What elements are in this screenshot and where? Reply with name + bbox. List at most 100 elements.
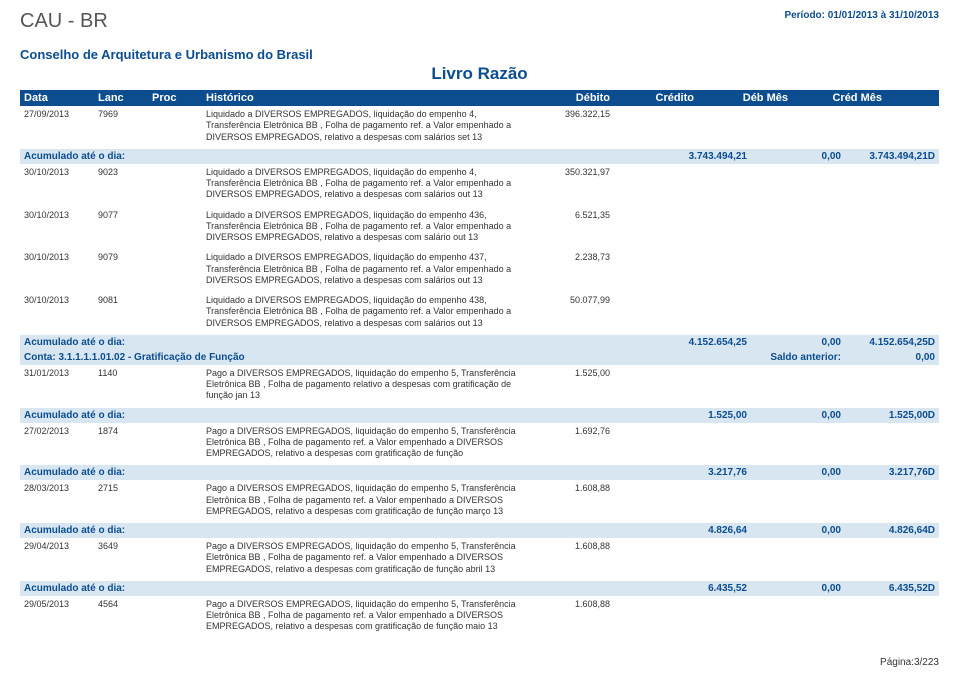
ledger-entry: 27/02/2013 1874 Pago a DIVERSOS EMPREGADOS… xyxy=(20,423,939,466)
ledger-entry: 29/04/2013 3649 Pago a DIVERSOS EMPREGADOS… xyxy=(20,538,939,581)
rows-container: 27/09/2013 7969 Liquidado a DIVERSOS EMPRE… xyxy=(20,106,939,639)
col-lanc: Lanc xyxy=(98,92,148,104)
ledger-entry: 30/10/2013 9079 Liquidado a DIVERSOS EMPRE… xyxy=(20,249,939,292)
accum-deb-mes: 6.435,52 xyxy=(657,583,747,594)
col-saldo: Saldo xyxy=(886,92,959,104)
ledger-entry: 30/10/2013 9023 Liquidado a DIVERSOS EMPRE… xyxy=(20,164,939,207)
cell-data: 29/05/2013 xyxy=(24,599,94,609)
col-historico: Histórico xyxy=(206,92,526,104)
cell-historico: Pago a DIVERSOS EMPREGADOS, liquidação d… xyxy=(206,541,526,575)
accum-label: Acumulado até o dia: xyxy=(24,467,584,478)
col-data: Data xyxy=(24,92,94,104)
accum-deb-mes: 4.826,64 xyxy=(657,525,747,536)
accum-cred-mes: 0,00 xyxy=(751,410,841,421)
accumulated-row: Acumulado até o dia: 6.435,52 0,00 6.435,52… xyxy=(20,581,939,596)
column-header: Data Lanc Proc Histórico Débito Crédito … xyxy=(20,90,939,106)
accum-saldo: 6.435,52D xyxy=(845,583,935,594)
saldo-anterior-label: Saldo anterior: xyxy=(588,352,841,363)
cell-historico: Pago a DIVERSOS EMPREGADOS, liquidação d… xyxy=(206,368,526,402)
cell-historico: Pago a DIVERSOS EMPREGADOS, liquidação d… xyxy=(206,426,526,460)
col-cred-mes: Créd Mês xyxy=(792,92,882,104)
cell-data: 31/01/2013 xyxy=(24,368,94,378)
ledger-entry: 29/05/2013 4564 Pago a DIVERSOS EMPREGADOS… xyxy=(20,596,939,639)
cell-data: 28/03/2013 xyxy=(24,483,94,493)
cell-lanc: 1874 xyxy=(98,426,148,436)
accumulated-row: Acumulado até o dia: 3.217,76 0,00 3.217,76… xyxy=(20,465,939,480)
page-footer: Página:3/223 xyxy=(20,657,939,668)
cell-lanc: 9023 xyxy=(98,167,148,177)
accum-deb-mes: 1.525,00 xyxy=(657,410,747,421)
cell-historico: Pago a DIVERSOS EMPREGADOS, liquidação d… xyxy=(206,483,526,517)
ledger-entry: 30/10/2013 9077 Liquidado a DIVERSOS EMPRE… xyxy=(20,207,939,250)
accum-cred-mes: 0,00 xyxy=(751,151,841,162)
col-proc: Proc xyxy=(152,92,202,104)
accum-deb-mes: 3.743.494,21 xyxy=(657,151,747,162)
cell-debito: 1.692,76 xyxy=(530,426,610,436)
accum-saldo: 4.152.654,25D xyxy=(845,337,935,348)
report-title: Livro Razão xyxy=(20,64,939,84)
cell-data: 27/02/2013 xyxy=(24,426,94,436)
col-credito: Crédito xyxy=(614,92,694,104)
cell-data: 30/10/2013 xyxy=(24,295,94,305)
accumulated-row: Acumulado até o dia: 4.152.654,25 0,00 4.15… xyxy=(20,335,939,350)
accum-saldo: 3.743.494,21D xyxy=(845,151,935,162)
cell-historico: Liquidado a DIVERSOS EMPREGADOS, liquida… xyxy=(206,252,526,286)
accum-label: Acumulado até o dia: xyxy=(24,337,584,348)
accum-saldo: 3.217,76D xyxy=(845,467,935,478)
cell-debito: 1.608,88 xyxy=(530,483,610,493)
cell-historico: Liquidado a DIVERSOS EMPREGADOS, liquida… xyxy=(206,109,526,143)
ledger-entry: 27/09/2013 7969 Liquidado a DIVERSOS EMPRE… xyxy=(20,106,939,149)
accum-label: Acumulado até o dia: xyxy=(24,583,584,594)
accum-label: Acumulado até o dia: xyxy=(24,151,584,162)
cell-lanc: 9077 xyxy=(98,210,148,220)
period-label: Período: 01/01/2013 à 31/10/2013 xyxy=(784,10,939,21)
ledger-entry: 28/03/2013 2715 Pago a DIVERSOS EMPREGADOS… xyxy=(20,480,939,523)
cell-historico: Liquidado a DIVERSOS EMPREGADOS, liquida… xyxy=(206,167,526,201)
accum-cred-mes: 0,00 xyxy=(751,583,841,594)
conta-label: Conta: 3.1.1.1.1.01.02 - Gratificação de… xyxy=(24,352,584,363)
ledger-entry: 30/10/2013 9081 Liquidado a DIVERSOS EMPRE… xyxy=(20,292,939,335)
cell-data: 30/10/2013 xyxy=(24,252,94,262)
accum-cred-mes: 0,00 xyxy=(751,525,841,536)
accum-saldo: 1.525,00D xyxy=(845,410,935,421)
cell-data: 30/10/2013 xyxy=(24,210,94,220)
cell-lanc: 2715 xyxy=(98,483,148,493)
cell-debito: 2.238,73 xyxy=(530,252,610,262)
org-code: CAU - BR xyxy=(20,10,108,33)
accum-cred-mes: 0,00 xyxy=(751,467,841,478)
accum-saldo: 4.826,64D xyxy=(845,525,935,536)
accum-deb-mes: 3.217,76 xyxy=(657,467,747,478)
cell-historico: Liquidado a DIVERSOS EMPREGADOS, liquida… xyxy=(206,295,526,329)
cell-data: 27/09/2013 xyxy=(24,109,94,119)
accumulated-row: Acumulado até o dia: 1.525,00 0,00 1.525,00… xyxy=(20,408,939,423)
cell-debito: 6.521,35 xyxy=(530,210,610,220)
cell-data: 29/04/2013 xyxy=(24,541,94,551)
cell-lanc: 7969 xyxy=(98,109,148,119)
accum-cred-mes: 0,00 xyxy=(751,337,841,348)
accumulated-row: Acumulado até o dia: 4.826,64 0,00 4.826,64… xyxy=(20,523,939,538)
col-deb-mes: Déb Mês xyxy=(698,92,788,104)
cell-debito: 1.608,88 xyxy=(530,599,610,609)
saldo-anterior-value: 0,00 xyxy=(845,352,935,363)
cell-lanc: 9079 xyxy=(98,252,148,262)
col-debito: Débito xyxy=(530,92,610,104)
cell-lanc: 4564 xyxy=(98,599,148,609)
accumulated-row: Acumulado até o dia: 3.743.494,21 0,00 3.74… xyxy=(20,149,939,164)
cell-lanc: 9081 xyxy=(98,295,148,305)
cell-debito: 1.608,88 xyxy=(530,541,610,551)
ledger-entry: 31/01/2013 1140 Pago a DIVERSOS EMPREGADOS… xyxy=(20,365,939,408)
cell-debito: 350.321,97 xyxy=(530,167,610,177)
accum-deb-mes: 4.152.654,25 xyxy=(657,337,747,348)
cell-debito: 1.525,00 xyxy=(530,368,610,378)
accum-label: Acumulado até o dia: xyxy=(24,410,584,421)
cell-lanc: 1140 xyxy=(98,368,148,378)
accum-label: Acumulado até o dia: xyxy=(24,525,584,536)
cell-data: 30/10/2013 xyxy=(24,167,94,177)
org-name: Conselho de Arquitetura e Urbanismo do B… xyxy=(20,47,939,62)
cell-debito: 50.077,99 xyxy=(530,295,610,305)
cell-debito: 396.322,15 xyxy=(530,109,610,119)
cell-lanc: 3649 xyxy=(98,541,148,551)
account-row: Conta: 3.1.1.1.1.01.02 - Gratificação de… xyxy=(20,350,939,365)
cell-historico: Pago a DIVERSOS EMPREGADOS, liquidação d… xyxy=(206,599,526,633)
cell-historico: Liquidado a DIVERSOS EMPREGADOS, liquida… xyxy=(206,210,526,244)
